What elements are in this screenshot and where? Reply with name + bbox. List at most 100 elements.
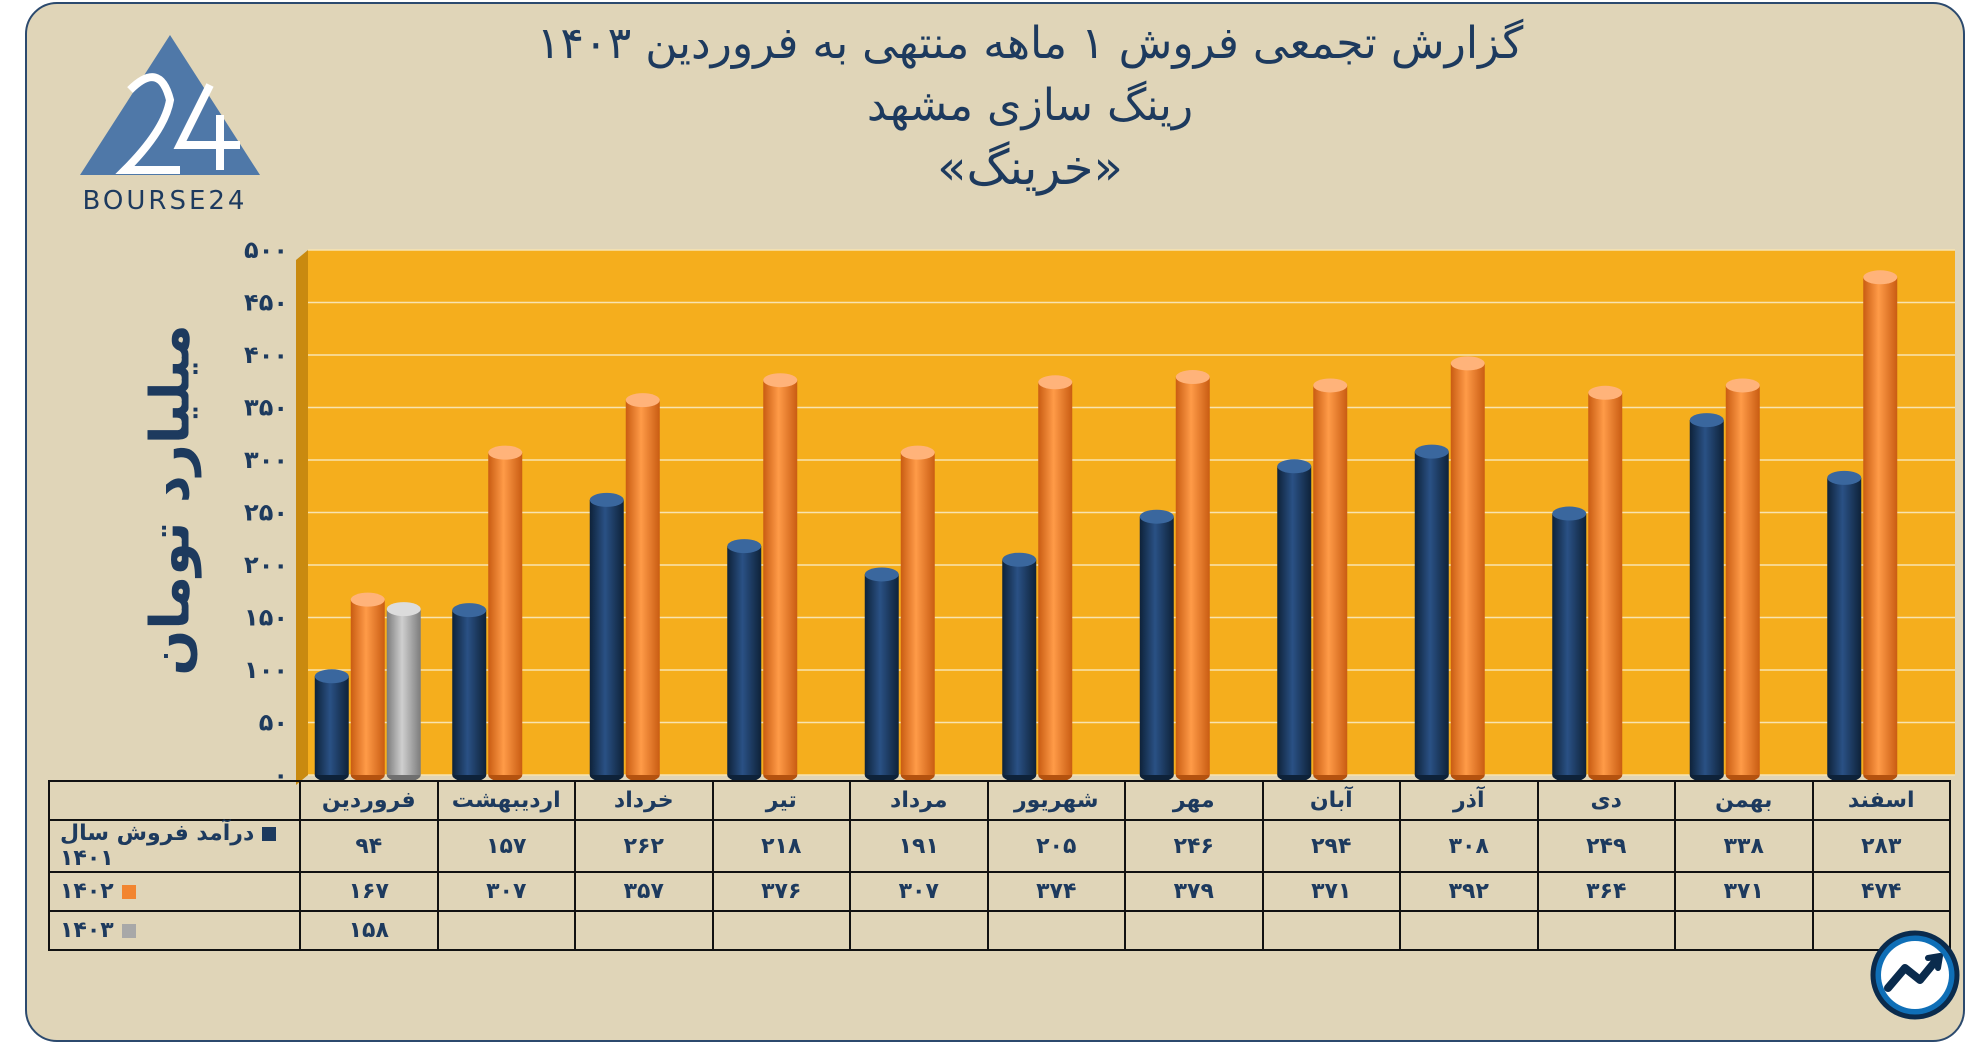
category-row: فروردین اردیبهشت خرداد تیر مرداد شهریور …: [48, 780, 1951, 821]
bar-body: [1725, 385, 1760, 775]
legend-label: درآمد فروش سال ۱۴۰۱: [60, 821, 255, 871]
data-label: ۳۰۷: [436, 871, 576, 912]
data-label: ۱۵۸: [299, 910, 439, 951]
bar-body: [1689, 420, 1724, 775]
gridlines: [308, 249, 1955, 776]
bar-top: [1038, 375, 1073, 390]
bar-top: [1002, 552, 1037, 567]
legend-label: ۱۴۰۳: [60, 918, 114, 943]
bars: [314, 270, 1898, 782]
bourse24-logo: [80, 35, 260, 175]
data-label: ۱۶۷: [299, 871, 439, 912]
bar-top: [1313, 378, 1348, 393]
legend-label: ۱۴۰۲: [60, 879, 114, 904]
data-label: ۲۹۴: [1261, 819, 1401, 873]
bar-body: [1552, 513, 1587, 775]
bar-1401: [314, 669, 349, 782]
bar-body: [314, 676, 349, 775]
bar-top: [350, 592, 385, 607]
empty-cell: [574, 910, 714, 951]
bar-1401: [1689, 413, 1724, 782]
bar-body: [763, 380, 798, 775]
bar-1402: [1313, 378, 1348, 782]
data-label: ۳۰۷: [849, 871, 989, 912]
y-tick-label: ۳۵۰: [244, 394, 288, 422]
category-label: بهمن: [1674, 780, 1814, 821]
empty-cell: [1674, 910, 1814, 951]
bar-1402: [763, 373, 798, 782]
bar-top: [589, 492, 624, 507]
bar-body: [727, 546, 762, 775]
data-label: ۳۷۱: [1261, 871, 1401, 912]
category-label: اردیبهشت: [436, 780, 576, 821]
data-label: ۳۵۷: [574, 871, 714, 912]
bar-body: [1450, 363, 1485, 775]
empty-cell: [1536, 910, 1676, 951]
data-label: ۳۷۴: [986, 871, 1126, 912]
data-label: ۲۶۲: [574, 819, 714, 873]
chart-title: گزارش تجمعی فروش ۱ ماهه منتهی به فروردین…: [536, 18, 1524, 69]
legend-swatch-1402: [121, 885, 136, 899]
y-axis-label: میلیارد تومان: [138, 324, 202, 676]
bar-1402: [350, 592, 385, 782]
bar-1402: [625, 393, 660, 782]
bar-top: [763, 373, 798, 388]
category-label: مهر: [1124, 780, 1264, 821]
bar-1402: [1450, 356, 1485, 782]
bar-1401: [1827, 470, 1862, 782]
category-label: فروردین: [299, 780, 439, 821]
bar-body: [1827, 477, 1862, 775]
bar-1402: [488, 445, 523, 782]
bar-body: [625, 400, 660, 775]
table-corner-cell: [48, 780, 301, 821]
bar-body: [386, 609, 421, 775]
data-label: ۲۴۹: [1536, 819, 1676, 873]
bar-1401: [1002, 552, 1037, 782]
bar-top: [900, 445, 935, 460]
bar-body: [1139, 516, 1174, 775]
data-label: ۳۹۲: [1399, 871, 1539, 912]
series-row-1401: درآمد فروش سال ۱۴۰۱ ۹۴ ۱۵۷ ۲۶۲ ۲۱۸ ۱۹۱ ۲…: [48, 819, 1951, 873]
category-label: تیر: [711, 780, 851, 821]
category-label: مرداد: [849, 780, 989, 821]
legend-swatch-1401: [262, 827, 277, 841]
chart-subtitle: رینگ سازی مشهد: [866, 80, 1194, 131]
bar-top: [1827, 470, 1862, 485]
bar-1403: [386, 602, 421, 782]
bar-top: [1414, 444, 1449, 459]
bar-1402: [900, 445, 935, 782]
y-tick-label: ۲۰۰: [244, 551, 288, 579]
category-label: شهریور: [986, 780, 1126, 821]
bar-body: [350, 599, 385, 775]
data-table: فروردین اردیبهشت خرداد تیر مرداد شهریور …: [48, 780, 1951, 951]
logo-text: BOURSE24: [82, 186, 248, 216]
bar-top: [1175, 370, 1210, 385]
bar-1401: [452, 603, 487, 782]
data-label: ۴۷۴: [1811, 871, 1951, 912]
logo-digit-2: [115, 73, 180, 174]
bar-body: [1863, 277, 1898, 775]
bar-top: [1552, 506, 1587, 521]
category-label: دی: [1536, 780, 1676, 821]
bar-top: [727, 539, 762, 554]
y-tick-label: ۳۰۰: [244, 446, 288, 474]
plot-side-wall: [296, 250, 308, 785]
category-label: آذر: [1399, 780, 1539, 821]
legend-entry-1401: درآمد فروش سال ۱۴۰۱: [48, 819, 301, 873]
bar-body: [900, 452, 935, 775]
bar-body: [1002, 559, 1037, 775]
bar-body: [1313, 385, 1348, 775]
bar-body: [488, 452, 523, 775]
legend-entry-1403: ۱۴۰۳: [48, 910, 301, 951]
category-label: آبان: [1261, 780, 1401, 821]
bar-top: [1689, 413, 1724, 428]
bar-top: [1863, 270, 1898, 285]
y-tick-label: ۱۰۰: [244, 656, 288, 684]
legend-swatch-1403: [121, 924, 136, 938]
bar-1402: [1863, 270, 1898, 782]
bar-body: [1414, 451, 1449, 775]
y-tick-label: ۵۰۰: [244, 236, 288, 264]
data-label: ۱۹۱: [849, 819, 989, 873]
